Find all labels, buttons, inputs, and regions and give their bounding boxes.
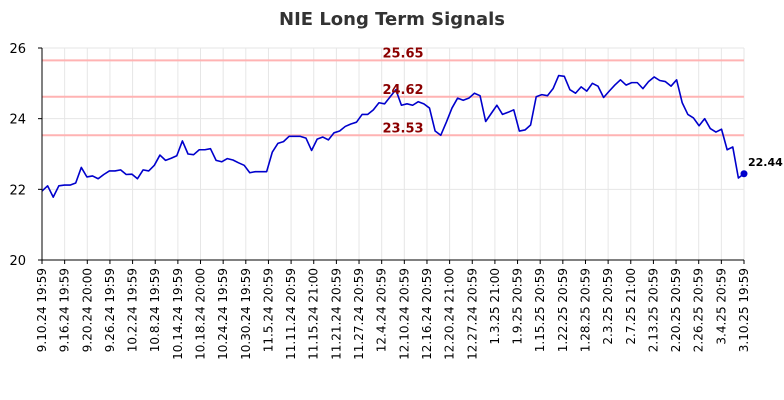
y-tick-label: 20 [9,254,26,269]
y-tick-label: 26 [9,42,26,57]
x-tick-label: 9.26.24 19:59 [103,268,117,352]
x-tick-label: 2.7.25 21:00 [624,268,638,345]
x-tick-label: 9.16.24 19:59 [58,268,72,352]
x-tick-label: 11.27.24 20:59 [352,268,366,360]
signal-label: 23.53 [382,121,423,136]
last-value-label: 22.44 [748,156,783,169]
x-tick-label: 2.20.25 20:59 [669,268,683,352]
x-tick-label: 12.10.24 20:59 [397,268,411,360]
x-tick-label: 1.9.25 20:59 [511,268,525,345]
x-tick-label: 12.4.24 20:59 [375,268,389,352]
axes [41,48,744,261]
x-tick-label: 10.2.24 19:59 [126,268,140,352]
x-tick-label: 2.13.25 20:59 [646,268,660,352]
series-layer [41,74,745,198]
x-tick-label: 1.15.25 20:59 [533,268,547,352]
x-tick-label: 9.10.24 19:59 [35,268,49,352]
chart-title: NIE Long Term Signals [279,9,505,30]
x-tick-label: 12.16.24 20:59 [420,268,434,360]
y-tick-label: 24 [9,113,26,128]
x-tick-label: 1.3.25 21:00 [488,268,502,345]
x-tick-label: 11.21.24 20:59 [329,268,343,360]
signal-label: 24.62 [382,83,423,98]
x-tick-label: 10.30.24 19:59 [239,268,253,360]
x-tick-label: 11.11.24 20:59 [284,268,298,360]
x-tick-label: 10.8.24 19:59 [148,268,162,352]
x-tick-label: 10.18.24 20:00 [194,268,208,360]
x-tick-label: 9.20.24 20:00 [80,268,94,352]
y-axis-ticks: 20 22 24 26 [9,42,42,269]
x-tick-label: 11.5.24 20:59 [261,268,275,352]
y-tick-label: 22 [9,183,26,198]
last-point-group: 22.44 [740,156,783,178]
x-tick-label: 3.4.25 20:59 [714,268,728,345]
x-axis-ticks: 9.10.24 19:59 9.16.24 19:59 9.20.24 20:00 9… [35,260,751,360]
x-tick-label: 10.14.24 19:59 [171,268,185,360]
x-tick-label: 3.10.25 19:59 [737,268,751,352]
grid [41,47,745,261]
x-tick-label: 12.20.24 21:00 [443,268,457,360]
series-line [41,74,745,198]
signal-lines [42,59,744,137]
signal-labels: 25.65 24.62 23.53 [382,46,423,136]
last-point [740,170,748,178]
x-tick-label: 10.24.24 19:59 [216,268,230,360]
x-tick-label: 2.26.25 20:59 [692,268,706,352]
x-tick-label: 1.22.25 20:59 [556,268,570,352]
x-tick-label: 1.28.25 20:59 [578,268,592,352]
x-tick-label: 2.3.25 20:59 [601,268,615,345]
x-tick-label: 11.15.24 21:00 [307,268,321,360]
signal-label: 25.65 [382,46,423,61]
x-tick-label: 12.27.24 20:59 [465,268,479,360]
